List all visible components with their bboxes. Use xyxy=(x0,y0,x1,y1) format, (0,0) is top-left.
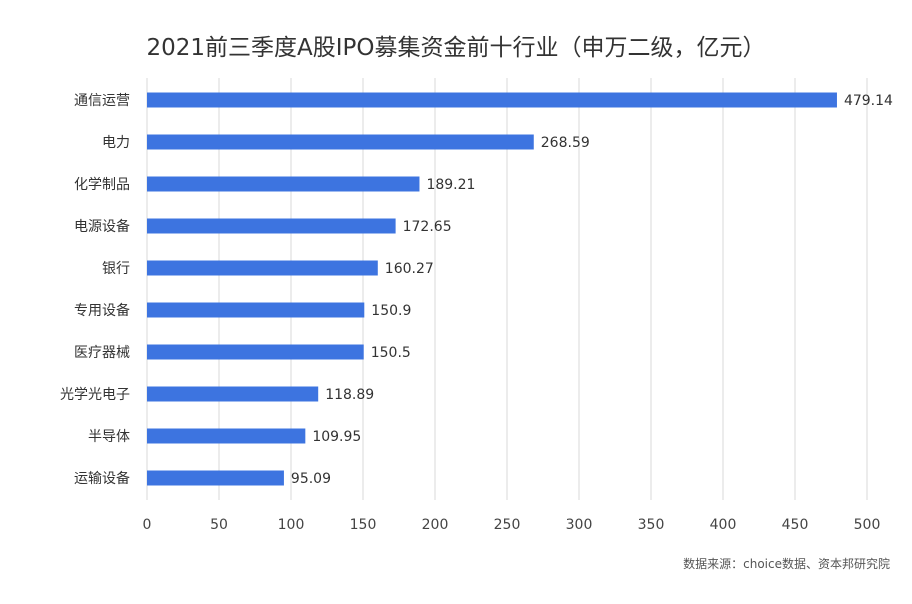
category-label: 电力 xyxy=(102,135,130,151)
category-label: 化学制品 xyxy=(74,177,130,193)
value-label: 150.9 xyxy=(371,303,411,319)
x-tick-label: 150 xyxy=(350,517,377,533)
bar xyxy=(147,302,365,318)
x-tick-label: 0 xyxy=(143,517,152,533)
x-tick-label: 250 xyxy=(494,517,521,533)
category-label: 专用设备 xyxy=(74,302,130,319)
x-tick-label: 350 xyxy=(638,517,665,533)
x-tick-label: 300 xyxy=(566,517,593,533)
category-label: 医疗器械 xyxy=(74,345,130,361)
x-tick-label: 400 xyxy=(710,517,737,533)
value-label: 189.21 xyxy=(426,177,475,193)
bar xyxy=(147,344,364,360)
x-tick-label: 450 xyxy=(782,517,809,533)
category-label: 光学光电子 xyxy=(60,387,130,403)
x-tick-label: 200 xyxy=(422,517,449,533)
value-label: 268.59 xyxy=(541,135,590,151)
value-label: 95.09 xyxy=(291,471,331,487)
bar xyxy=(147,260,378,276)
x-tick-label: 100 xyxy=(278,517,305,533)
bar xyxy=(147,470,284,486)
chart-title: 2021前三季度A股IPO募集资金前十行业（申万二级，亿元） xyxy=(146,35,766,61)
bar xyxy=(147,218,396,234)
value-label: 479.14 xyxy=(844,93,893,109)
category-label: 银行 xyxy=(102,261,130,277)
x-tick-label: 500 xyxy=(854,517,881,533)
bar xyxy=(147,386,319,402)
category-label: 半导体 xyxy=(88,429,130,445)
value-label: 172.65 xyxy=(403,219,452,235)
x-tick-label: 50 xyxy=(210,517,228,533)
bar xyxy=(147,176,420,192)
value-label: 160.27 xyxy=(385,261,434,277)
value-label: 118.89 xyxy=(325,387,374,403)
bar xyxy=(147,134,534,150)
category-label: 通信运营 xyxy=(74,93,130,109)
value-label: 109.95 xyxy=(312,429,361,445)
value-label: 150.5 xyxy=(371,345,411,361)
category-label: 电源设备 xyxy=(74,218,130,235)
bar xyxy=(147,92,837,108)
bar xyxy=(147,428,306,444)
source-note: 数据来源：choice数据、资本邦研究院 xyxy=(683,557,890,571)
category-label: 运输设备 xyxy=(74,470,130,487)
